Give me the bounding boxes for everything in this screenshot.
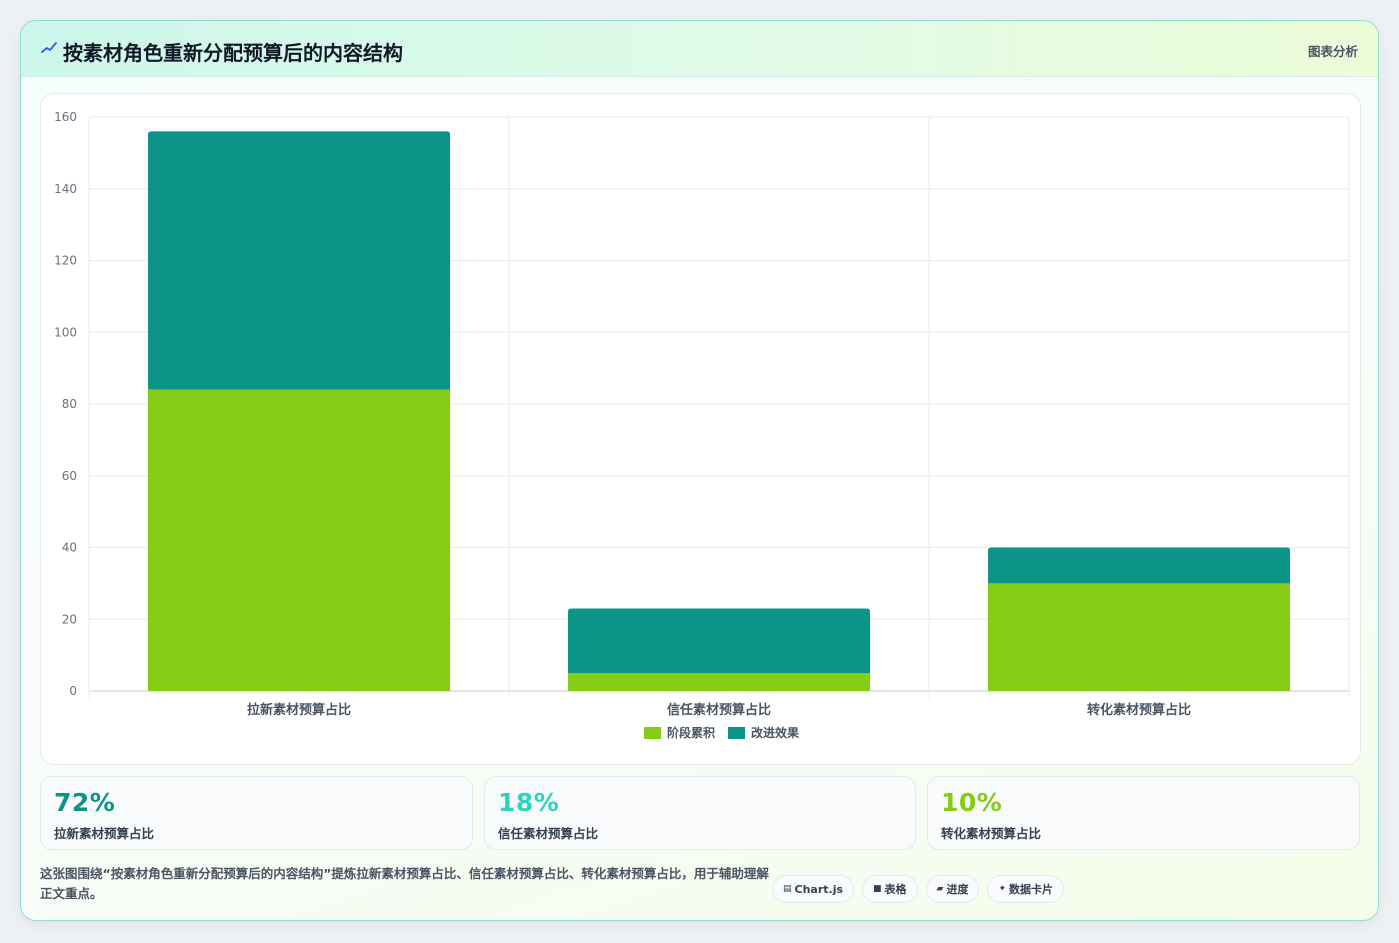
y-tick-label: 80 [62,397,77,411]
legend-label: 改进效果 [751,725,799,740]
legend-swatch [728,727,745,739]
stat-card-acquisition: 72% 拉新素材预算占比 [40,776,473,850]
legend-label: 阶段累积 [667,725,715,740]
x-tick-label: 转化素材预算占比 [1087,702,1191,718]
chip-table[interactable]: ■ 表格 [862,875,918,903]
legend-swatch [644,727,661,739]
chip-label: 进度 [946,883,969,896]
progress-icon: ▰ [936,884,944,894]
stat-label: 拉新素材预算占比 [54,826,155,841]
stacked-bar-chart: 0 20 40 60 80 100 120 140 160 拉新素材预算占比 信任素材预算占比 转化素… [54,110,1350,740]
stat-card-trust: 18% 信任素材预算占比 [484,776,916,850]
stat-label: 转化素材预算占比 [941,826,1042,841]
chart-summary: 这张图围绕“按素材角色重新分配预算后的内容结构”提炼拉新素材预算占比、信任素材预… [40,866,769,901]
y-tick-label: 20 [62,612,77,626]
y-tick-label: 100 [54,325,77,339]
stat-value: 72% [54,788,116,817]
y-tick-label: 160 [54,110,77,124]
y-tick-label: 140 [54,182,77,196]
bar-segment [568,673,870,691]
chip-label: 表格 [884,883,907,896]
y-tick-label: 120 [54,254,77,268]
y-tick-label: 60 [62,469,77,483]
trend-line-icon [41,42,57,53]
table-icon: ■ [873,884,882,894]
chip-data-card[interactable]: ✦ 数据卡片 [987,875,1065,903]
chip-progress[interactable]: ▰ 进度 [925,875,980,903]
stat-card-conversion: 10% 转化素材预算占比 [927,776,1360,850]
chip-label: Chart.js [794,882,844,896]
bar-segment [148,389,450,691]
bar-segment [988,583,1290,691]
chart-card: 按素材角色重新分配预算后的内容结构 图表分析 0 20 40 60 80 100 120 14… [20,20,1379,921]
feature-chips: ▤ Chart.js ■ 表格 ▰ 进度 ✦ 数据卡片 [772,875,1065,903]
chart-analysis-tag: 图表分析 [1307,44,1358,59]
x-tick-label: 拉新素材预算占比 [247,702,351,718]
stat-label: 信任素材预算占比 [498,826,599,841]
bar-segment [568,608,870,674]
chip-chartjs[interactable]: ▤ Chart.js [772,875,855,903]
bar-segment [988,547,1290,584]
y-tick-label: 40 [62,541,77,555]
sparkle-icon: ✦ [998,884,1007,894]
stat-value: 10% [941,788,1003,817]
bar-segment [148,131,450,390]
chart-icon: ▤ [783,884,792,894]
chart-title: 按素材角色重新分配预算后的内容结构 [63,41,403,65]
x-tick-label: 信任素材预算占比 [667,702,771,718]
chart-area: 0 20 40 60 80 100 120 140 160 拉新素材预算占比 信任素材预算占比 转化素… [40,93,1361,765]
card-header: 按素材角色重新分配预算后的内容结构 图表分析 [21,21,1378,77]
stat-value: 18% [498,788,560,817]
y-tick-label: 0 [69,684,77,698]
chip-label: 数据卡片 [1009,883,1054,896]
